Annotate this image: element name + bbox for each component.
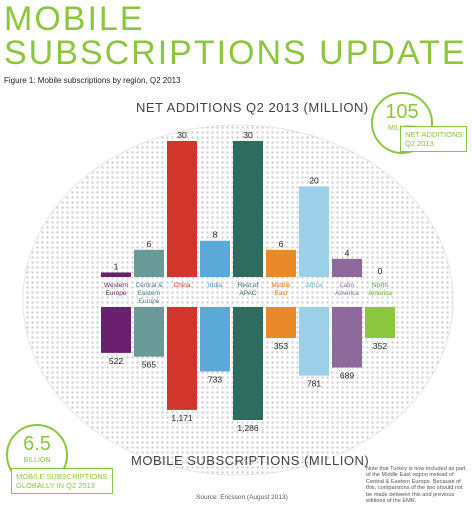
footnote: Note that Turkey is now included as part… [366, 466, 466, 505]
subscriptions-value-label: 733 [208, 374, 222, 384]
subscriptions-value-label: 1,171 [171, 413, 193, 423]
subscriptions-bar [266, 307, 296, 339]
region-label: China [174, 282, 191, 289]
callout-value: 105 [385, 101, 419, 123]
net-additions-value-label: 0 [378, 266, 383, 276]
region-label: Central & Eastern Europe [135, 282, 163, 305]
callout-label: NET ADDITIONS Q2 2013 [400, 126, 468, 152]
subscriptions-value-label: 781 [307, 379, 321, 389]
net-additions-value-label: 30 [177, 130, 187, 140]
figure-caption: Figure 1: Mobile subscriptions by region… [4, 76, 181, 85]
subscriptions-bar [299, 307, 329, 376]
net-additions-bar [299, 186, 329, 277]
source-line: Source: Ericsson (August 2013) [196, 494, 288, 501]
callout-unit: BILLION [23, 457, 51, 464]
region-label: Latin America [335, 282, 359, 297]
page-title-line2: SUBSCRIPTIONS UPDATE [4, 34, 467, 72]
subscriptions-value-label: 353 [274, 341, 288, 351]
subscriptions-bar [167, 307, 197, 410]
region-label: Middle East [271, 282, 291, 297]
subscriptions-value-label: 352 [373, 341, 387, 351]
net-additions-value-label: 4 [345, 248, 350, 258]
subscriptions-bar [365, 307, 395, 338]
chart-title-subscriptions: MOBILE SUBSCRIPTIONS (MILLION) [131, 453, 370, 468]
net-additions-value-label: 20 [309, 175, 319, 185]
region-label: Western Europe [104, 282, 128, 297]
net-additions-bar [167, 141, 197, 277]
subscriptions-bar [200, 307, 230, 372]
subscriptions-value-label: 565 [142, 360, 156, 370]
net-additions-value-label: 1 [114, 261, 119, 271]
subscriptions-bar [101, 307, 131, 353]
net-additions-value-label: 6 [279, 239, 284, 249]
net-additions-value-label: 30 [243, 130, 253, 140]
region-label: Africa [306, 282, 323, 289]
subscriptions-value-label: 522 [109, 356, 123, 366]
net-additions-value-label: 6 [147, 239, 152, 249]
net-additions-bar [200, 240, 230, 277]
subscriptions-value-label: 689 [340, 371, 354, 381]
chart-title-net-additions: NET ADDITIONS Q2 2013 (MILLION) [136, 100, 369, 115]
callout-value: 6.5 [23, 433, 51, 455]
region-label: Rest of APAC [238, 282, 259, 297]
subscriptions-value-label: 1,286 [237, 423, 259, 433]
region-label: North America [368, 282, 392, 297]
page-title-line1: MOBILE [4, 0, 145, 38]
net-additions-bar [332, 258, 362, 277]
subscriptions-bar [134, 307, 164, 357]
subscriptions-bar [233, 307, 263, 420]
net-additions-bar [101, 272, 131, 277]
region-label: India [208, 282, 222, 289]
subscriptions-bar [332, 307, 362, 368]
net-additions-bar [233, 141, 263, 277]
net-additions-value-label: 8 [213, 230, 218, 240]
net-additions-bar [134, 249, 164, 277]
net-additions-bar [266, 249, 296, 277]
callout-label: MOBILE SUBSCRIPTIONS GLOBALLY IN Q2 2013 [11, 468, 113, 494]
